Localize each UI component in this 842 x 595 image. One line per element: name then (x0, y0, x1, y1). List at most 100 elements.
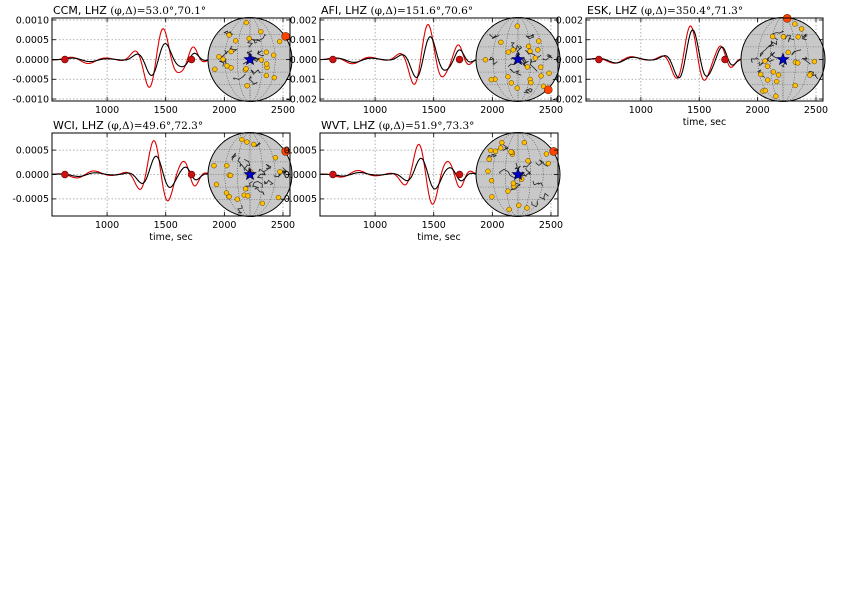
y-tick-label: -0.001 (286, 75, 317, 86)
station-dot (525, 158, 531, 164)
coastline (531, 200, 539, 208)
x-tick-label: 1000 (95, 220, 119, 231)
station-dot (775, 72, 782, 78)
x-tick-label: 2500 (539, 105, 563, 116)
coastline (237, 205, 243, 214)
x-tick-label: 2500 (804, 105, 828, 116)
x-tick-label: 1500 (154, 220, 178, 231)
y-tick-label: 0.002 (556, 15, 583, 26)
window-marker (455, 170, 464, 179)
highlight-station (543, 85, 553, 95)
station-dot (498, 39, 504, 45)
station-dot (270, 52, 277, 58)
panel-esk: 1000 1500 2000 2500 -0.002 -0.001 0.000 0.001 0.… (552, 4, 828, 128)
x-tick-label: 1000 (363, 220, 387, 231)
coastline (523, 88, 533, 94)
coastline (750, 57, 759, 63)
title-station: WVT, LHZ (321, 119, 379, 132)
y-tick-label: -0.0005 (12, 75, 49, 86)
coastline (514, 162, 521, 170)
station-dot (505, 188, 511, 194)
station-dot (216, 54, 222, 60)
y-tick-label: -0.002 (286, 94, 317, 105)
coastline (510, 183, 521, 191)
x-tick-label: 1500 (422, 105, 446, 116)
coastline (248, 75, 258, 86)
station-dot (528, 80, 534, 86)
station-dot (232, 38, 239, 44)
station-dot (762, 58, 768, 64)
coastline (489, 34, 500, 40)
station-dot (258, 57, 265, 63)
x-tick-label: 2500 (271, 105, 295, 116)
coastline (254, 142, 261, 147)
station-dot (543, 151, 550, 157)
station-dot (251, 141, 257, 148)
station-dot (243, 19, 249, 26)
station-dot (524, 205, 530, 211)
station-dot (505, 49, 511, 55)
epicenter-star (243, 167, 257, 181)
station-dot (275, 194, 282, 201)
station-dot (263, 49, 270, 55)
coastline (231, 152, 237, 161)
station-dot (538, 64, 544, 70)
globe-inset (475, 17, 561, 102)
coastline (250, 69, 261, 75)
station-dot (762, 87, 768, 94)
y-tick-label: 0.001 (290, 35, 317, 46)
coastline (539, 192, 549, 201)
station-dot (780, 34, 787, 40)
y-tick-label: 0.0000 (284, 170, 317, 181)
y-tick-label: -0.0005 (280, 194, 317, 205)
station-dot (239, 136, 245, 143)
station-dot (234, 196, 240, 202)
y-tick-label: 0.002 (290, 15, 317, 26)
title-station: ESK, LHZ (587, 4, 641, 17)
station-dot (212, 66, 218, 72)
station-dot (213, 181, 220, 188)
station-dot (488, 177, 495, 184)
station-dot (765, 77, 771, 83)
coastline (254, 187, 265, 196)
station-dot (516, 202, 522, 208)
window-marker (187, 55, 196, 64)
y-tick-label: -0.002 (552, 94, 583, 105)
station-dot (807, 72, 813, 78)
station-dot (271, 75, 277, 81)
x-tick-label: 1000 (95, 105, 119, 116)
window-marker (61, 55, 69, 64)
globe-inset (475, 132, 561, 217)
station-dot (264, 61, 270, 67)
x-tick-label: 1500 (422, 220, 446, 231)
coastline (237, 156, 249, 173)
window-marker (329, 170, 337, 179)
x-tick-label: 2000 (212, 105, 236, 116)
station-dot (795, 60, 801, 66)
panel-title: WCI, LHZ (φ,Δ)=49.6°,72.3° (53, 119, 203, 132)
epicenter-star (243, 52, 257, 66)
x-axis-label: time, sec (149, 232, 193, 243)
station-dot (811, 58, 818, 65)
panel-title: AFI, LHZ (φ,Δ)=151.6°,70.6° (321, 4, 473, 17)
y-tick-label: 0.0005 (16, 145, 49, 156)
station-dot (785, 49, 791, 55)
title-angles: (φ,Δ)=53.0°,70.1° (110, 5, 206, 17)
x-tick-label: 2000 (480, 105, 504, 116)
x-axis-label: time, sec (417, 232, 461, 243)
title-angles: (φ,Δ)=151.6°,70.6° (371, 5, 474, 17)
coastline (499, 168, 518, 179)
y-tick-label: 0.0010 (16, 15, 49, 26)
station-dot (226, 193, 232, 200)
station-dot (514, 85, 520, 91)
x-tick-label: 2500 (539, 220, 563, 231)
y-tick-label: 0.0000 (16, 55, 49, 66)
highlight-station (549, 147, 559, 156)
station-dot (508, 149, 514, 155)
x-tick-label: 1000 (629, 105, 653, 116)
station-dot (498, 145, 504, 151)
highlight-station (281, 32, 291, 41)
title-angles: (φ,Δ)=49.6°,72.3° (107, 120, 203, 132)
station-dot (774, 78, 780, 85)
